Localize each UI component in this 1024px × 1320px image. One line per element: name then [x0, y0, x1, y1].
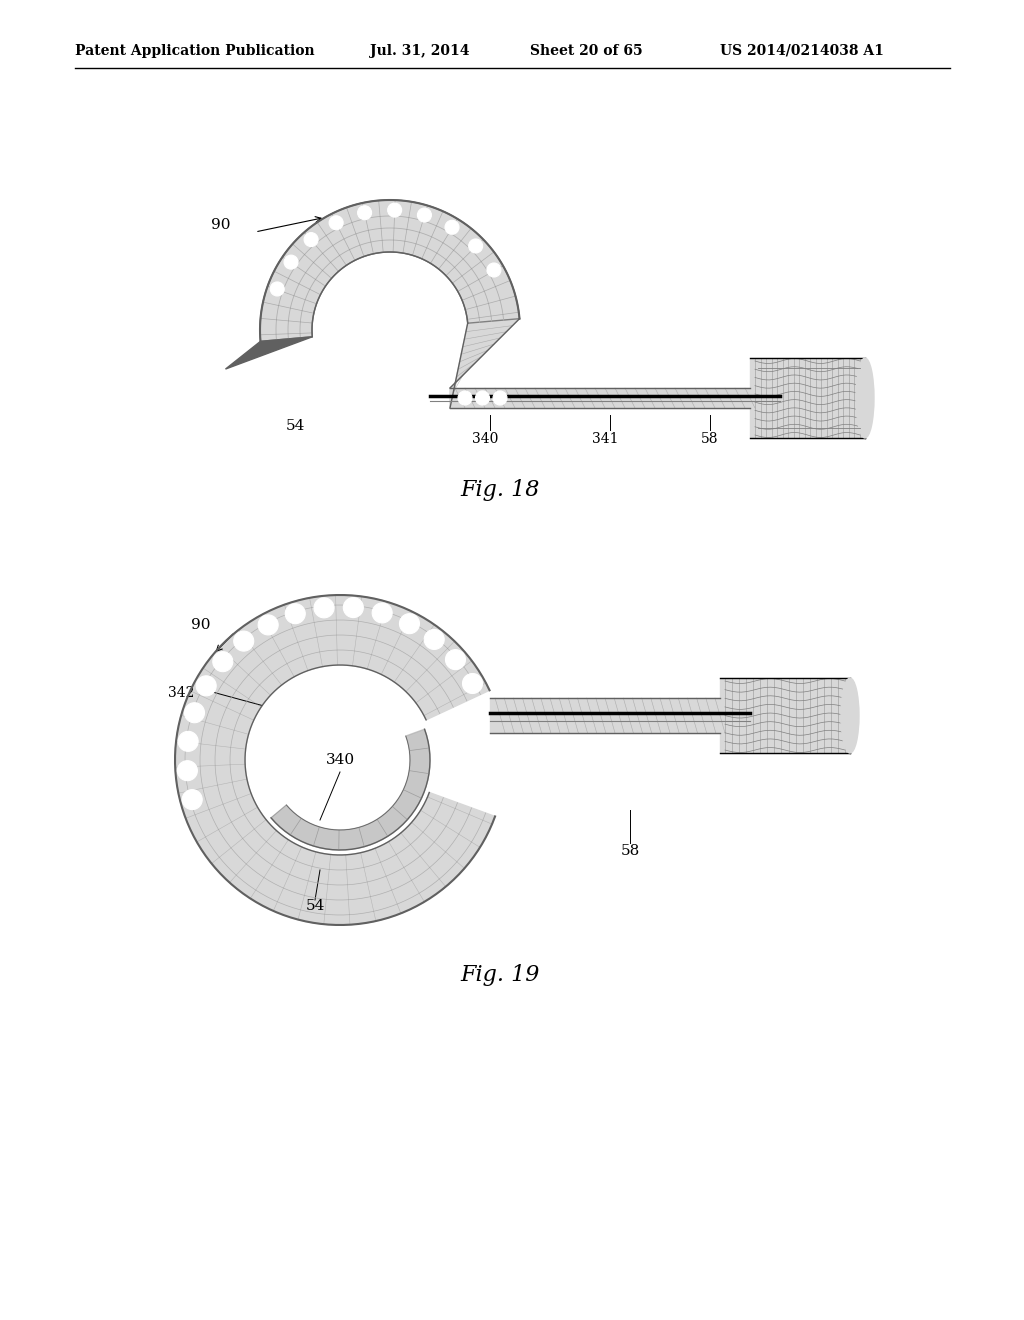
Circle shape [286, 603, 305, 623]
Circle shape [233, 631, 254, 651]
Text: 54: 54 [305, 899, 325, 913]
Polygon shape [271, 729, 430, 850]
Circle shape [178, 731, 198, 751]
Circle shape [258, 615, 279, 635]
Circle shape [418, 209, 431, 222]
Text: Fig. 18: Fig. 18 [461, 479, 540, 502]
Circle shape [182, 789, 202, 809]
Circle shape [177, 760, 198, 780]
Polygon shape [750, 358, 865, 438]
Circle shape [197, 676, 216, 696]
Circle shape [424, 630, 444, 649]
Circle shape [388, 203, 401, 216]
Ellipse shape [856, 358, 874, 438]
Circle shape [469, 239, 482, 253]
Text: 340: 340 [472, 432, 499, 446]
Text: 90: 90 [211, 218, 230, 232]
Circle shape [329, 215, 343, 230]
Circle shape [487, 263, 501, 277]
Text: Patent Application Publication: Patent Application Publication [75, 44, 314, 58]
Circle shape [270, 282, 285, 296]
Text: Jul. 31, 2014: Jul. 31, 2014 [370, 44, 469, 58]
Polygon shape [720, 678, 850, 752]
Text: 58: 58 [621, 843, 640, 858]
Text: 90: 90 [190, 618, 210, 632]
Text: 342: 342 [168, 686, 195, 700]
Polygon shape [175, 595, 495, 925]
Polygon shape [450, 318, 519, 408]
Polygon shape [450, 388, 750, 408]
Polygon shape [225, 337, 312, 370]
Text: 340: 340 [326, 752, 354, 767]
Circle shape [184, 702, 205, 723]
Circle shape [493, 391, 507, 405]
Text: 341: 341 [592, 432, 618, 446]
Text: US 2014/0214038 A1: US 2014/0214038 A1 [720, 44, 884, 58]
Text: 54: 54 [286, 418, 305, 433]
Circle shape [343, 598, 364, 618]
Text: Sheet 20 of 65: Sheet 20 of 65 [530, 44, 643, 58]
Circle shape [458, 391, 472, 405]
Circle shape [475, 391, 489, 405]
Polygon shape [490, 698, 720, 733]
Circle shape [284, 255, 298, 269]
Polygon shape [260, 201, 519, 342]
Circle shape [399, 614, 420, 634]
Circle shape [304, 232, 318, 247]
Circle shape [463, 673, 482, 693]
Circle shape [357, 206, 372, 219]
Circle shape [372, 603, 392, 623]
Ellipse shape [841, 678, 859, 752]
Circle shape [213, 652, 232, 672]
Circle shape [445, 220, 459, 234]
Circle shape [314, 598, 334, 618]
Text: 58: 58 [701, 432, 719, 446]
Text: Fig. 19: Fig. 19 [461, 964, 540, 986]
Circle shape [445, 649, 466, 669]
